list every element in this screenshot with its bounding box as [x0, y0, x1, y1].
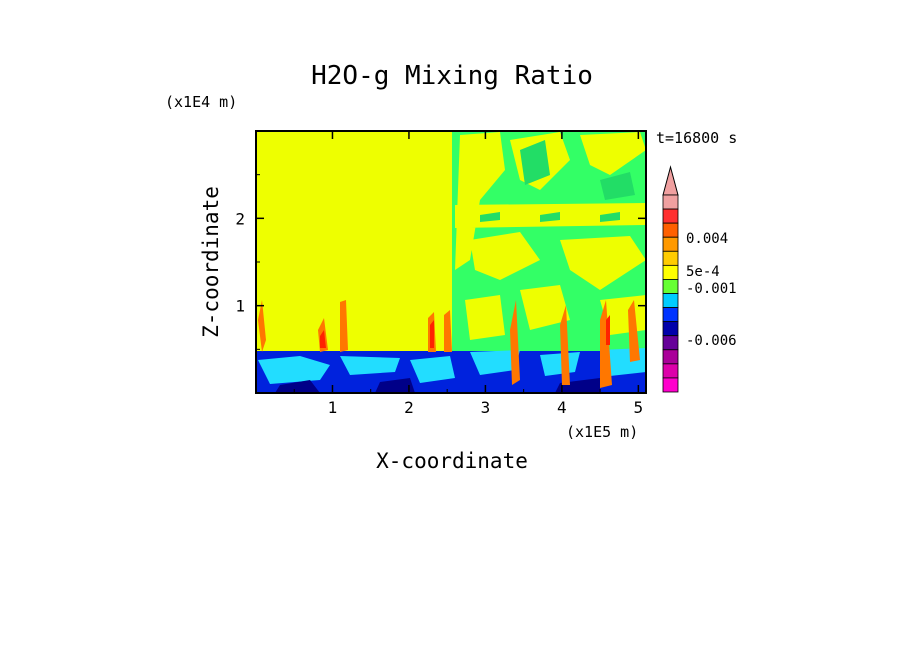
colorbar-extend-arrow: [662, 165, 679, 196]
colorbar-swatch: [662, 208, 679, 224]
colorbar-swatch: [662, 293, 679, 308]
colorbar-tick-label: 0.004: [686, 231, 728, 247]
colorbar-tick-label: -0.001: [686, 281, 737, 297]
boundary-layer-cyan: [258, 348, 646, 384]
colorbar-tick-label: -0.006: [686, 333, 737, 349]
boundary-layer-dark: [275, 378, 600, 393]
colorbar-swatch: [662, 250, 679, 266]
colorbar-swatch: [662, 377, 679, 393]
y-tick-label: 2: [235, 209, 245, 228]
colorbar-swatch: [662, 349, 679, 365]
convective-plumes: [258, 300, 640, 388]
x-axis: 1 2 3 4 5: [293, 131, 644, 417]
colorbar-swatch: [662, 321, 679, 337]
upper-left-uniform-region: [256, 131, 452, 351]
colorbar: 0.004 5e-4-0.001 -0.006: [662, 165, 737, 393]
x-tick-label: 3: [481, 398, 491, 417]
x-tick-label: 1: [328, 398, 338, 417]
x-axis-label: X-coordinate: [376, 449, 528, 473]
colorbar-swatch: [662, 222, 679, 238]
turbulent-green-streaks: [480, 140, 635, 222]
y-axis-label: Z-coordinate: [199, 186, 223, 338]
y-tick-label: 1: [235, 297, 245, 316]
chart-title: H2O-g Mixing Ratio: [311, 61, 593, 91]
colorbar-swatch: [662, 236, 679, 252]
turbulent-yellow-patches: [455, 132, 646, 340]
colorbar-swatch: [662, 279, 679, 294]
time-label: t=16800 s: [656, 129, 737, 147]
colorbar-swatch: [662, 264, 679, 280]
x-tick-label: 5: [634, 398, 644, 417]
colorbar-swatch: [662, 307, 679, 323]
y-unit-label: (x1E4 m): [165, 93, 237, 111]
colorbar-swatch: [662, 335, 679, 351]
x-unit-label: (x1E5 m): [566, 423, 638, 441]
colorbar-tick-label: 5e-4: [686, 264, 720, 280]
colorbar-swatch: [662, 194, 679, 210]
y-axis: 12: [235, 174, 646, 350]
x-tick-label: 2: [404, 398, 414, 417]
colorbar-swatch: [662, 363, 679, 379]
x-tick-label: 4: [557, 398, 567, 417]
heatmap-field: [256, 131, 646, 393]
